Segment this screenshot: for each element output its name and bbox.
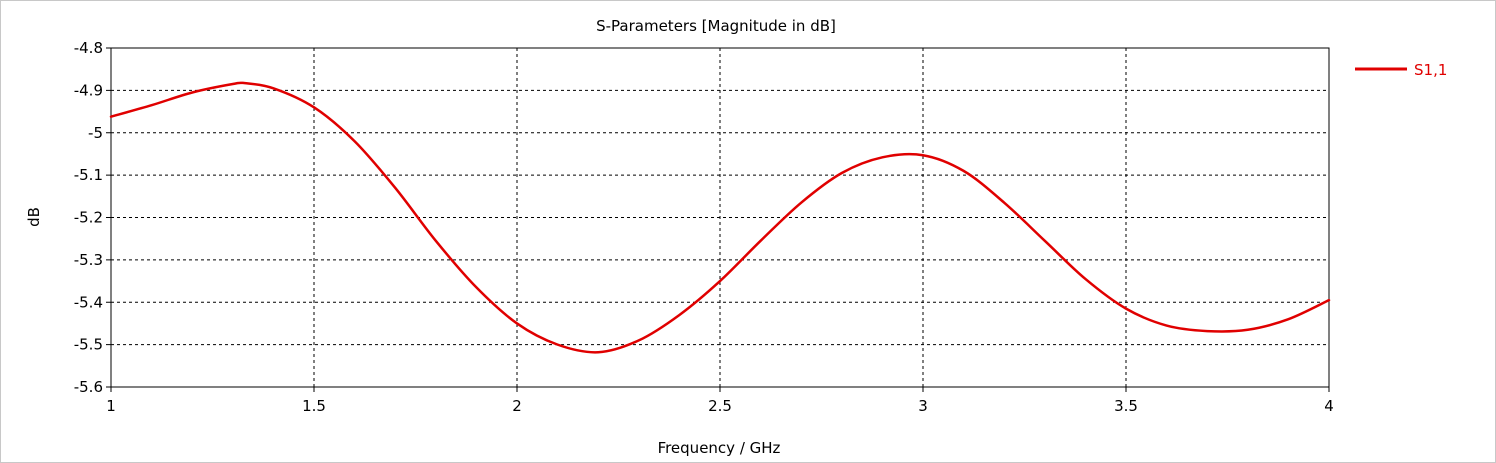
y-tick-labels: -4.8 -4.9 -5 -5.1 -5.2 -5.3 -5.4 -5.5 -5.6	[74, 39, 103, 396]
series-layer	[109, 81, 1331, 354]
y-tick-label: -5	[88, 124, 103, 142]
y-axis-label: dB	[25, 207, 43, 227]
series-line-s11	[109, 81, 1331, 354]
grid	[111, 48, 1329, 387]
legend[interactable]: S1,1	[1355, 61, 1447, 79]
chart-title: S-Parameters [Magnitude in dB]	[596, 17, 836, 35]
y-tick-label: -5.1	[74, 166, 103, 184]
x-tick-labels: 1 1.5 2 2.5 3 3.5 4	[106, 397, 1334, 415]
x-tick-label: 4	[1324, 397, 1334, 415]
x-tick-label: 3	[918, 397, 928, 415]
x-tick-label: 2	[512, 397, 522, 415]
y-tick-label: -5.3	[74, 251, 103, 269]
x-axis-label: Frequency / GHz	[658, 439, 781, 457]
x-tick-label: 1.5	[302, 397, 326, 415]
y-tick-label: -4.8	[74, 39, 103, 57]
x-tick-label: 2.5	[708, 397, 732, 415]
y-tick-label: -5.4	[74, 293, 103, 311]
x-tick-label: 3.5	[1114, 397, 1138, 415]
x-tick-label: 1	[106, 397, 116, 415]
axes	[106, 47, 1330, 392]
y-tick-label: -4.9	[74, 81, 103, 99]
legend-label-s11: S1,1	[1414, 61, 1447, 79]
plot-border	[110, 47, 1330, 388]
y-tick-label: -5.2	[74, 209, 103, 227]
y-tick-label: -5.6	[74, 378, 103, 396]
y-tick-label: -5.5	[74, 336, 103, 354]
